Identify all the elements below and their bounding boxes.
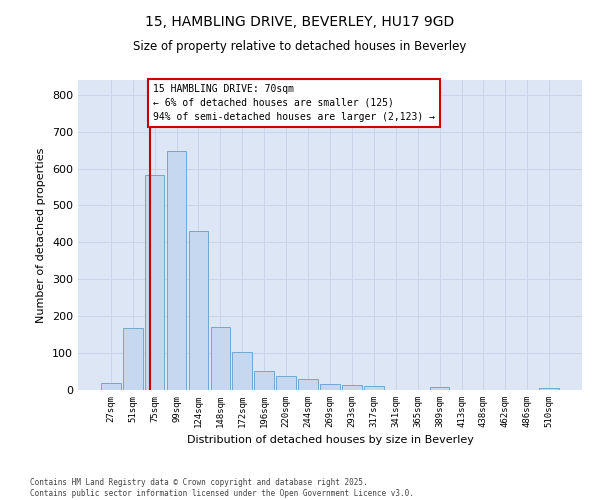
Bar bbox=[145, 175, 164, 390]
Text: 15, HAMBLING DRIVE, BEVERLEY, HU17 9GD: 15, HAMBLING DRIVE, BEVERLEY, HU17 9GD bbox=[145, 15, 455, 29]
Bar bbox=[320, 384, 340, 390]
Bar bbox=[188, 232, 208, 390]
Bar bbox=[211, 326, 230, 390]
Text: Contains HM Land Registry data © Crown copyright and database right 2025.
Contai: Contains HM Land Registry data © Crown c… bbox=[30, 478, 414, 498]
Bar bbox=[276, 376, 296, 390]
Bar bbox=[123, 328, 143, 390]
Y-axis label: Number of detached properties: Number of detached properties bbox=[37, 148, 46, 322]
Bar bbox=[101, 384, 121, 390]
Bar bbox=[539, 388, 559, 390]
Bar bbox=[298, 379, 318, 390]
Text: Size of property relative to detached houses in Beverley: Size of property relative to detached ho… bbox=[133, 40, 467, 53]
Bar bbox=[167, 151, 187, 390]
Bar bbox=[232, 352, 252, 390]
Bar bbox=[430, 388, 449, 390]
Bar bbox=[254, 371, 274, 390]
Bar bbox=[364, 386, 384, 390]
X-axis label: Distribution of detached houses by size in Beverley: Distribution of detached houses by size … bbox=[187, 436, 473, 446]
Bar bbox=[342, 385, 362, 390]
Text: 15 HAMBLING DRIVE: 70sqm
← 6% of detached houses are smaller (125)
94% of semi-d: 15 HAMBLING DRIVE: 70sqm ← 6% of detache… bbox=[154, 84, 436, 122]
